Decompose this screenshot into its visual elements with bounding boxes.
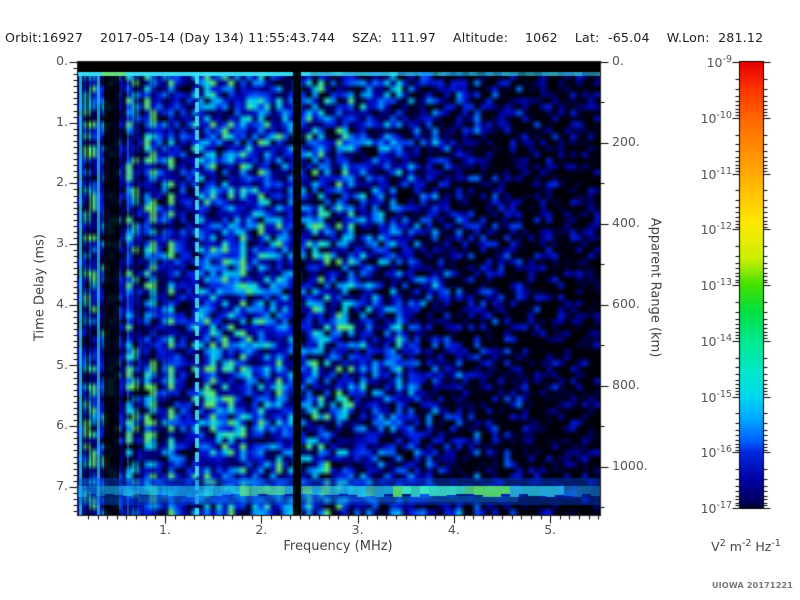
y-tick-label: 2. [56,174,68,190]
y-tick-label: 6. [56,417,68,433]
y-tick-label: 0. [56,53,68,68]
colorbar-tick-label: 10-12 [700,221,732,238]
colorbar-tick-label: 10-17 [700,500,732,517]
colorbar-units-label: V2 m-2 Hz-1 [711,538,781,555]
y-tick-label: 1. [56,113,68,129]
colorbar-tick-label: 10-9 [706,54,732,71]
x-tick-label: 4. [447,522,460,537]
y-tick-label: 5. [56,356,68,372]
colorbar-tick-label: 10-14 [700,332,732,349]
y2-tick-label: 0. [612,53,624,68]
x-tick-label: 3. [351,522,364,537]
colorbar-tick-label: 10-13 [700,277,732,294]
x-tick-label: 2. [255,522,268,537]
y-tick-label: 3. [56,235,68,251]
y2-tick-label: 200. [612,133,640,149]
x-tick-label: 5. [544,522,557,537]
y2-tick-label: 400. [612,214,640,230]
y2-tick-label: 1000. [612,457,648,473]
colorbar-tick-label: 10-11 [700,165,732,182]
colorbar-tick-label: 10-15 [700,388,732,405]
y2-axis-label: Apparent Range (km) [647,217,663,358]
watermark: UIOWA 20171221 [711,581,793,590]
y-tick-label: 4. [56,295,68,311]
x-tick-label: 1. [159,522,171,537]
y-axis-label: Time Delay (ms) [32,234,48,341]
y2-tick-label: 800. [612,376,640,392]
colorbar-tick-label: 10-10 [700,109,732,126]
colorbar-tick-label: 10-16 [700,444,732,461]
y2-tick-label: 600. [612,295,640,311]
y-tick-label: 7. [56,477,68,493]
x-axis-label: Frequency (MHz) [283,539,393,554]
